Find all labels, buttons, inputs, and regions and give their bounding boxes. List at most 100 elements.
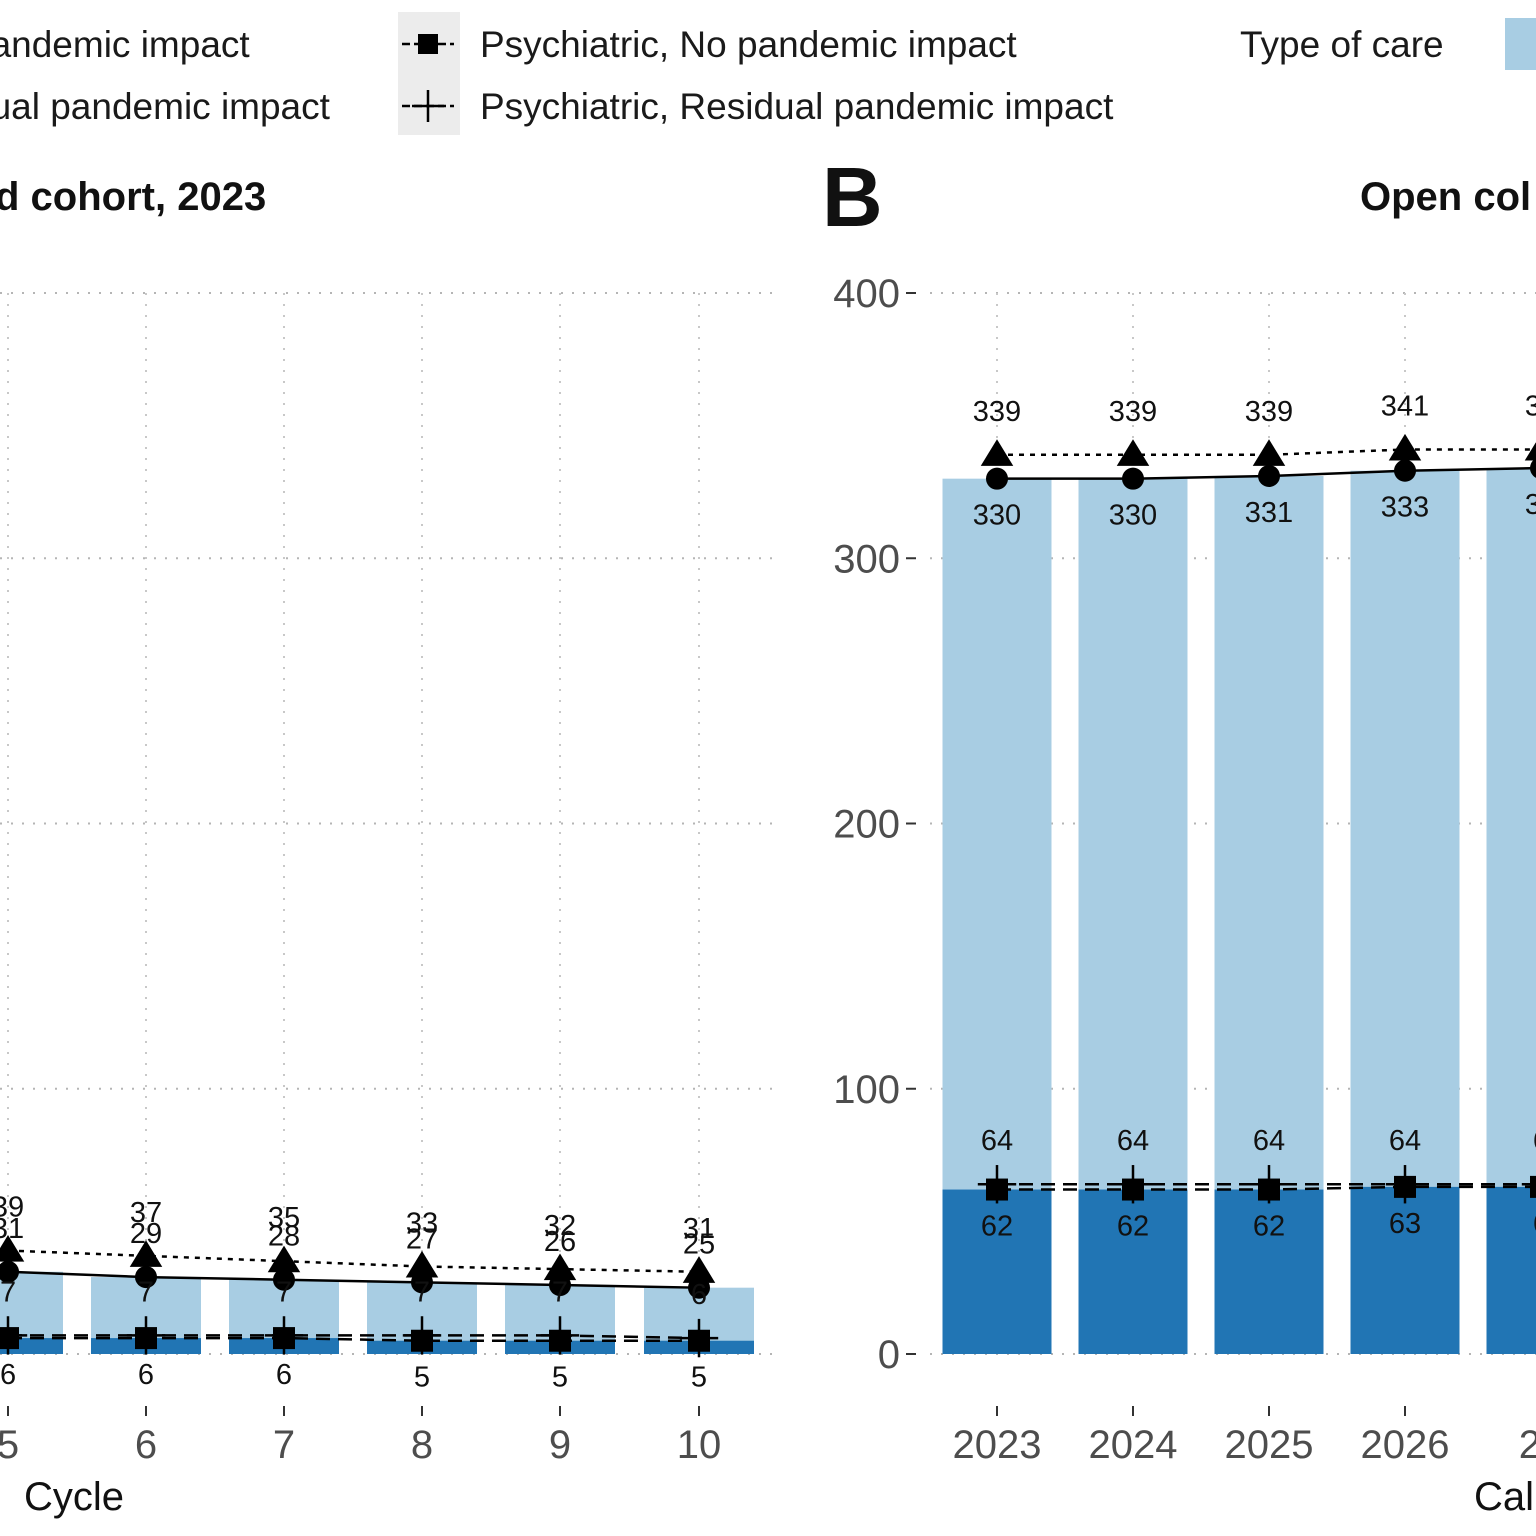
x-tick-label: 2023 xyxy=(953,1423,1042,1467)
data-label: 63 xyxy=(1389,1208,1421,1240)
point-circle xyxy=(1258,465,1280,488)
data-label: 31 xyxy=(683,1213,715,1245)
point-circle xyxy=(1122,467,1144,490)
point-circle xyxy=(986,467,1008,490)
data-label: 26 xyxy=(544,1226,576,1258)
data-label: 25 xyxy=(683,1229,715,1261)
data-label: 33 xyxy=(1525,489,1536,521)
point-circle xyxy=(135,1266,157,1289)
series-line-plus xyxy=(8,1334,700,1340)
panel-b-plot: 0100200300400330330331333333393393393413… xyxy=(833,272,1536,1519)
data-label: 62 xyxy=(1253,1211,1285,1243)
y-tick-label: 0 xyxy=(878,1333,900,1377)
point-circle xyxy=(0,1260,19,1283)
x-axis-title: Cycle xyxy=(24,1475,124,1519)
x-tick-label: 8 xyxy=(411,1423,433,1467)
data-label: 6 xyxy=(1533,1125,1536,1157)
data-label: 330 xyxy=(973,500,1021,532)
x-tick-label: 7 xyxy=(273,1423,295,1467)
data-label: 7 xyxy=(552,1276,568,1308)
data-label: 5 xyxy=(691,1362,707,1394)
data-label: 7 xyxy=(414,1276,430,1308)
data-label: 62 xyxy=(981,1211,1013,1243)
y-tick-label: 100 xyxy=(833,1068,900,1112)
legend: pandemic impact dual pandemic impact Psych… xyxy=(0,12,1536,135)
point-plus xyxy=(402,1316,442,1355)
data-label: 64 xyxy=(981,1125,1013,1157)
x-axis-title: Cal xyxy=(1474,1475,1534,1519)
panel-a-title: d cohort, 2023 xyxy=(0,175,266,219)
data-label: 330 xyxy=(1109,500,1157,532)
data-label: 27 xyxy=(406,1223,438,1255)
data-label: 6 xyxy=(1533,1208,1536,1240)
point-triangle xyxy=(405,1250,439,1278)
panel-a-plot: 3129282726253937353332316665557777765678… xyxy=(0,292,778,1519)
point-triangle xyxy=(682,1256,716,1283)
data-label: 7 xyxy=(0,1276,16,1308)
data-label: 339 xyxy=(1245,396,1293,428)
point-circle xyxy=(1394,459,1416,482)
point-triangle xyxy=(1252,439,1286,466)
bar-psychiatric xyxy=(1078,1189,1188,1354)
data-label: 5 xyxy=(414,1362,430,1394)
point-plus xyxy=(1113,1165,1153,1204)
legend-square-icon xyxy=(418,34,438,54)
panel-b-title: Open col xyxy=(1360,175,1531,219)
data-label: 7 xyxy=(138,1276,154,1308)
data-label: 64 xyxy=(1253,1125,1285,1157)
point-triangle xyxy=(1524,442,1536,461)
y-tick-label: 300 xyxy=(833,537,900,581)
legend-plus-icon xyxy=(412,90,444,122)
x-tick-label: 10 xyxy=(677,1423,722,1467)
data-label: 6 xyxy=(691,1279,707,1311)
point-triangle xyxy=(129,1240,163,1267)
x-tick-label: 20 xyxy=(1519,1423,1536,1467)
point-plus xyxy=(679,1318,719,1358)
data-label: 33 xyxy=(406,1207,438,1239)
data-label: 7 xyxy=(276,1276,292,1308)
point-plus xyxy=(126,1316,166,1355)
legend-fill-title: Type of care xyxy=(1240,24,1444,65)
legend-label: Psychiatric, Residual pandemic impact xyxy=(480,86,1114,127)
x-tick-label: 2024 xyxy=(1089,1423,1178,1467)
data-label: 6 xyxy=(276,1359,292,1391)
point-square xyxy=(1530,1175,1536,1198)
x-tick-label: 2025 xyxy=(1225,1423,1314,1467)
point-plus xyxy=(0,1316,28,1355)
point-plus xyxy=(540,1316,580,1355)
bar-psychiatric xyxy=(1214,1189,1324,1354)
x-tick-label: 5 xyxy=(0,1423,19,1467)
bar-psychiatric xyxy=(942,1189,1052,1354)
legend-label: Psychiatric, No pandemic impact xyxy=(480,24,1017,65)
data-label: 341 xyxy=(1381,390,1429,422)
data-label: 64 xyxy=(1117,1125,1149,1157)
data-label: 339 xyxy=(1109,396,1157,428)
series-line-circle xyxy=(7,1270,700,1289)
point-triangle xyxy=(0,1234,25,1262)
legend-label: pandemic impact xyxy=(0,24,250,65)
data-label: 5 xyxy=(552,1362,568,1394)
data-label: 339 xyxy=(973,396,1021,428)
y-tick-label: 400 xyxy=(833,272,900,316)
x-tick-label: 9 xyxy=(549,1423,571,1467)
bar-psychiatric xyxy=(1350,1186,1460,1354)
point-plus xyxy=(1521,1182,1536,1186)
point-triangle xyxy=(1116,439,1150,466)
data-label: 39 xyxy=(0,1192,24,1224)
point-plus xyxy=(264,1316,304,1355)
x-tick-label: 6 xyxy=(135,1423,157,1467)
point-plus xyxy=(1385,1165,1425,1204)
x-tick-label: 2026 xyxy=(1361,1423,1450,1467)
data-label: 32 xyxy=(544,1210,576,1242)
point-plus xyxy=(1249,1165,1289,1204)
data-label: 62 xyxy=(1117,1211,1149,1243)
data-label: 35 xyxy=(268,1202,300,1234)
data-label: 333 xyxy=(1381,492,1429,524)
legend-fill-swatch xyxy=(1505,18,1536,70)
series-line-triangle xyxy=(997,448,1536,457)
data-label: 64 xyxy=(1389,1125,1421,1157)
point-triangle xyxy=(1388,433,1422,461)
data-label: 331 xyxy=(1245,497,1293,529)
legend-label: dual pandemic impact xyxy=(0,86,331,127)
